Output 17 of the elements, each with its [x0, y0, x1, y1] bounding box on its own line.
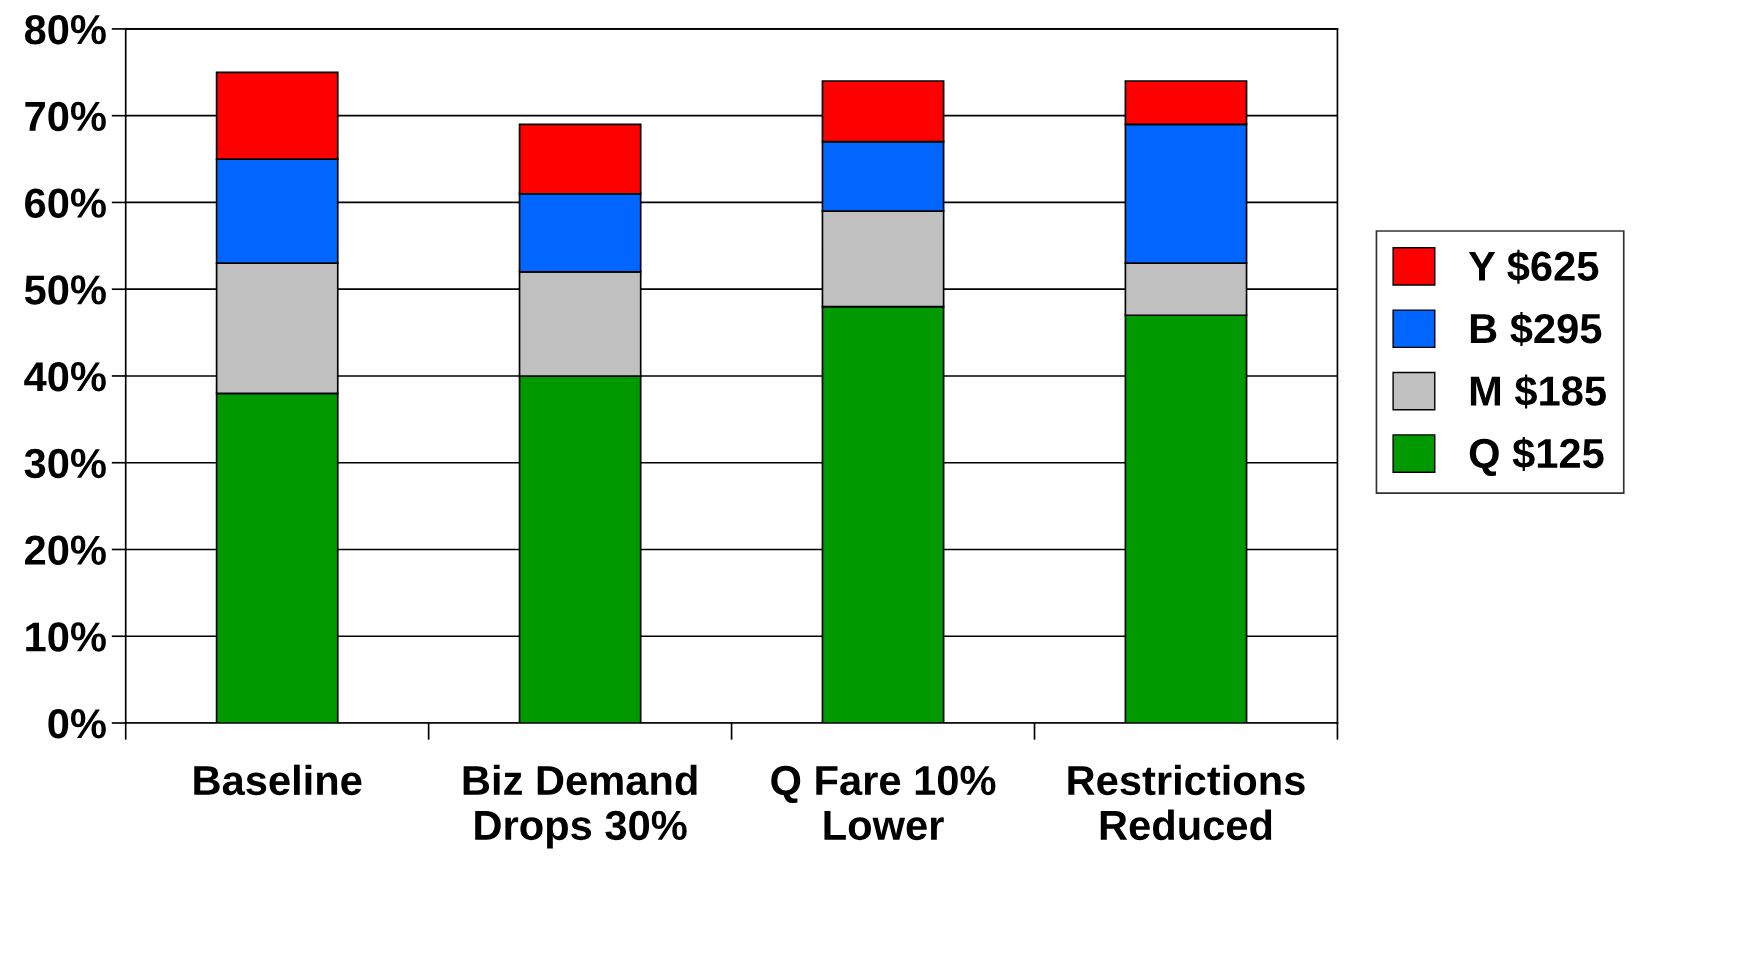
- y-tick-label: 10%: [26, 622, 106, 652]
- y-tick-label: 40%: [24, 361, 106, 392]
- x-tick-label: Biz Demand Drops 30%: [463, 764, 697, 849]
- y-tick-label: 20%: [25, 535, 106, 565]
- y-tick-label: 80%: [24, 14, 106, 45]
- y-tick-label: 70%: [25, 101, 106, 132]
- x-tick-label: Q Fare 10% Lower: [771, 765, 996, 841]
- y-tick-label: 50%: [24, 275, 106, 305]
- y-tick-label: 0%: [48, 709, 106, 739]
- legend-label: Q $125: [1469, 436, 1604, 476]
- x-tick-label: Restrictions Reduced: [1068, 764, 1305, 841]
- y-tick-label: 60%: [25, 188, 106, 218]
- legend-label: M $185: [1470, 374, 1606, 409]
- legend-label: Y $625: [1468, 249, 1599, 284]
- y-tick-label: 30%: [24, 448, 106, 479]
- legend-label: B $295: [1470, 312, 1602, 347]
- x-tick-label: Baseline: [194, 764, 362, 796]
